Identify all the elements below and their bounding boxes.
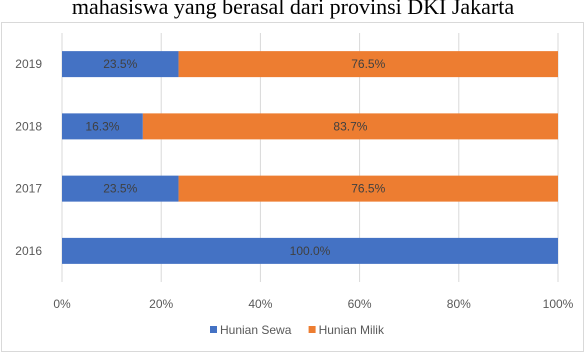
data-label: 76.5%	[351, 182, 385, 196]
category-label: 2019	[15, 57, 42, 71]
x-tick-label: 0%	[53, 297, 71, 311]
bar-segment	[62, 113, 143, 140]
legend-label: Hunian Sewa	[220, 323, 292, 337]
category-label: 2017	[15, 182, 42, 196]
data-label: 83.7%	[333, 119, 367, 133]
data-label: 23.5%	[103, 182, 137, 196]
bar-segment	[178, 175, 558, 202]
legend-swatch	[210, 326, 217, 333]
legend-swatch	[308, 326, 316, 333]
bar-segment	[62, 175, 179, 202]
legend-label: Hunian Milik	[319, 323, 385, 337]
category-label: 2016	[15, 244, 42, 258]
chart-caption: mahasiswa yang berasal dari provinsi DKI…	[71, 0, 515, 19]
data-label: 23.5%	[103, 57, 137, 71]
bar-segment	[142, 113, 558, 140]
x-tick-label: 60%	[348, 297, 372, 311]
data-label: 76.5%	[351, 57, 385, 71]
x-tick-label: 20%	[149, 297, 173, 311]
bar-segment	[62, 237, 558, 264]
x-tick-label: 100%	[543, 297, 574, 311]
data-label: 100.0%	[290, 244, 331, 258]
bar-segment	[62, 51, 179, 78]
x-tick-label: 40%	[248, 297, 272, 311]
data-label: 16.3%	[85, 119, 119, 133]
category-label: 2018	[15, 119, 42, 133]
bar-segment	[178, 51, 558, 78]
x-tick-label: 80%	[447, 297, 471, 311]
